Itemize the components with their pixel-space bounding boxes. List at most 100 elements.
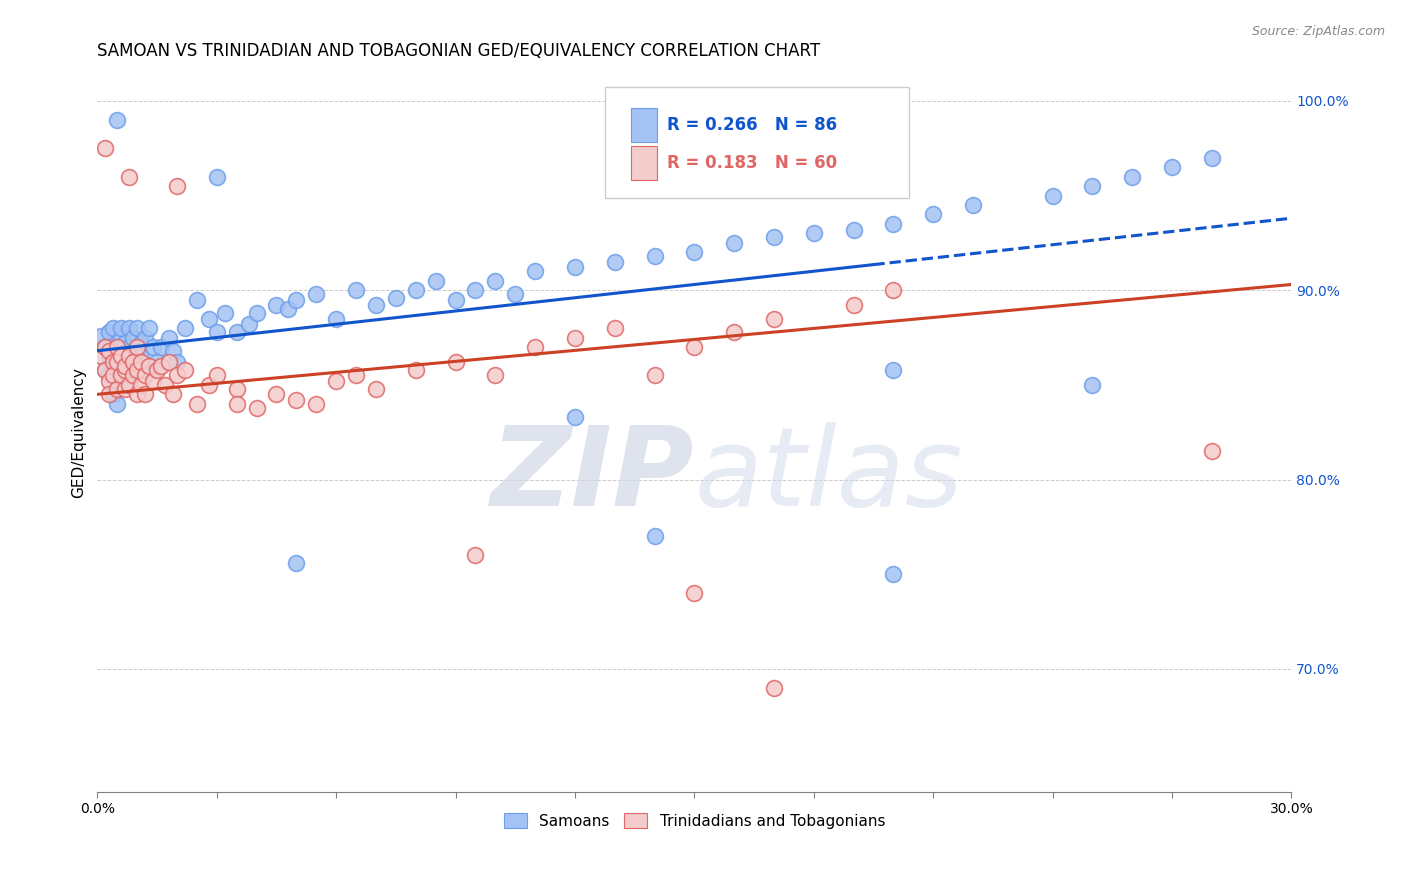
Point: [644, 529, 666, 543]
Point: [603, 321, 626, 335]
Point: [153, 377, 176, 392]
Point: [90, 328, 112, 343]
Point: [103, 387, 125, 401]
Point: [98, 325, 121, 339]
Point: [114, 343, 136, 358]
Point: [122, 350, 145, 364]
Point: [603, 254, 626, 268]
Point: [882, 217, 904, 231]
Point: [94, 340, 117, 354]
Point: [245, 401, 267, 415]
Point: [464, 549, 486, 563]
Point: [762, 311, 785, 326]
Point: [842, 298, 865, 312]
Point: [644, 368, 666, 383]
Point: [122, 368, 145, 383]
Point: [114, 382, 136, 396]
Point: [118, 321, 141, 335]
Point: [105, 340, 128, 354]
Point: [166, 355, 188, 369]
Point: [134, 387, 156, 401]
Point: [122, 368, 145, 383]
Point: [94, 362, 117, 376]
Point: [122, 355, 145, 369]
Point: [129, 377, 152, 392]
Point: [110, 321, 132, 335]
Point: [344, 283, 367, 297]
Point: [174, 362, 197, 376]
Point: [103, 340, 125, 354]
FancyBboxPatch shape: [605, 87, 910, 198]
Point: [98, 374, 121, 388]
Point: [103, 355, 125, 369]
Point: [118, 355, 141, 369]
Point: [842, 222, 865, 236]
Point: [105, 377, 128, 392]
Point: [803, 227, 825, 241]
Point: [138, 321, 160, 335]
Point: [150, 340, 173, 354]
Point: [94, 362, 117, 376]
Point: [683, 586, 706, 600]
Point: [962, 198, 984, 212]
Point: [503, 287, 526, 301]
Point: [142, 340, 165, 354]
Point: [524, 264, 547, 278]
Point: [1201, 151, 1223, 165]
Point: [105, 397, 128, 411]
Point: [564, 260, 586, 275]
Point: [118, 350, 141, 364]
Point: [762, 230, 785, 244]
Point: [644, 249, 666, 263]
Point: [103, 321, 125, 335]
Point: [484, 368, 506, 383]
Point: [134, 368, 156, 383]
Point: [683, 245, 706, 260]
Point: [762, 681, 785, 695]
Point: [186, 293, 208, 307]
Point: [118, 340, 141, 354]
Point: [114, 362, 136, 376]
Point: [114, 355, 136, 369]
Text: SAMOAN VS TRINIDADIAN AND TOBAGONIAN GED/EQUIVALENCY CORRELATION CHART: SAMOAN VS TRINIDADIAN AND TOBAGONIAN GED…: [97, 42, 821, 60]
Point: [118, 377, 141, 392]
Point: [524, 340, 547, 354]
Point: [105, 112, 128, 127]
Point: [1042, 188, 1064, 202]
Point: [174, 321, 197, 335]
Point: [882, 567, 904, 582]
Point: [103, 368, 125, 383]
Point: [205, 169, 228, 184]
Point: [90, 350, 112, 364]
Point: [205, 368, 228, 383]
Point: [882, 283, 904, 297]
Point: [98, 387, 121, 401]
Point: [127, 343, 149, 358]
Point: [325, 311, 347, 326]
Point: [305, 287, 328, 301]
Point: [110, 368, 132, 383]
Point: [225, 382, 247, 396]
Point: [444, 293, 467, 307]
Point: [205, 325, 228, 339]
Point: [166, 368, 188, 383]
Point: [882, 362, 904, 376]
Point: [197, 311, 219, 326]
Point: [723, 325, 745, 339]
Point: [98, 343, 121, 358]
Point: [277, 302, 299, 317]
Point: [134, 362, 156, 376]
Point: [683, 340, 706, 354]
Bar: [631, 108, 658, 142]
Point: [142, 374, 165, 388]
Point: [197, 377, 219, 392]
Point: [127, 362, 149, 376]
Point: [105, 336, 128, 351]
Text: R = 0.183   N = 60: R = 0.183 N = 60: [666, 154, 837, 172]
Point: [922, 207, 945, 221]
Point: [114, 336, 136, 351]
Point: [225, 325, 247, 339]
Point: [129, 355, 152, 369]
Point: [157, 330, 180, 344]
Point: [238, 318, 260, 332]
